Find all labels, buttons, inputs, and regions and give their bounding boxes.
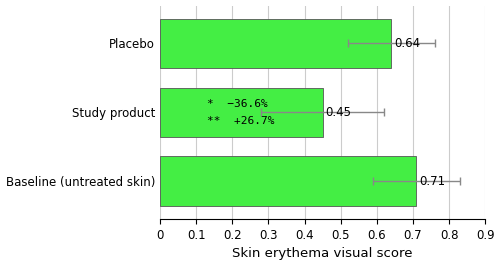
Text: **  +26.7%: ** +26.7% — [207, 116, 274, 126]
X-axis label: Skin erythema visual score: Skin erythema visual score — [232, 247, 413, 260]
Bar — [160, 88, 322, 137]
Bar — [160, 19, 391, 68]
Text: 0.64: 0.64 — [394, 37, 420, 50]
Text: 0.71: 0.71 — [420, 175, 446, 188]
Text: *  −36.6%: * −36.6% — [207, 99, 268, 109]
Text: 0.45: 0.45 — [326, 106, 351, 119]
Bar — [160, 156, 416, 206]
